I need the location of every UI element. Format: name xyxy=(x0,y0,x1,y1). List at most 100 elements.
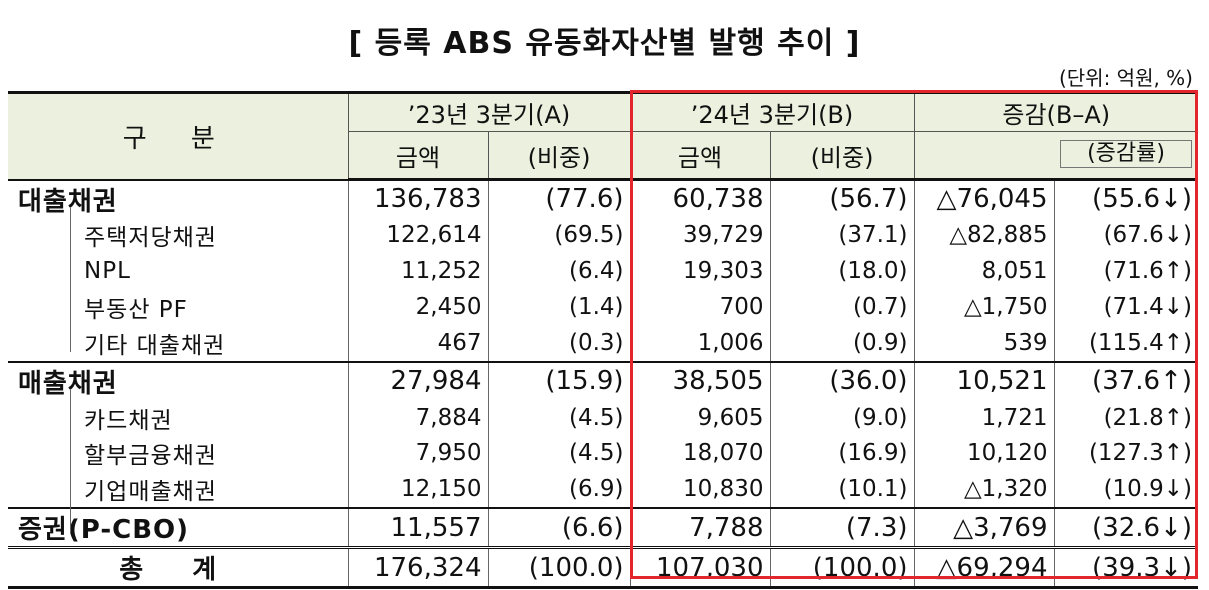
amount-a: 7,950 xyxy=(347,435,489,472)
share-b: (0.7) xyxy=(769,289,915,325)
header-change-blank xyxy=(913,131,1055,181)
diff: △1,320 xyxy=(913,471,1055,509)
unit-note: (단위: 억원, %) xyxy=(1058,66,1193,90)
amount-b: 1,006 xyxy=(629,324,771,362)
amount-a: 176,324 xyxy=(347,546,489,590)
share-a: (77.6) xyxy=(487,178,631,218)
amount-a: 136,783 xyxy=(347,178,489,218)
row-label: 매출채권 xyxy=(8,360,349,400)
diff: △1,750 xyxy=(913,289,1055,325)
share-a: (69.5) xyxy=(487,217,631,254)
row-label: 할부금융채권 xyxy=(8,435,349,472)
diff: 539 xyxy=(913,324,1055,362)
diff: △69,294 xyxy=(913,546,1055,590)
change-rate: (71.4↓) xyxy=(1053,289,1199,325)
amount-a: 7,884 xyxy=(347,399,489,436)
row-label: 기타 대출채권 xyxy=(8,324,349,362)
row-label: NPL xyxy=(8,253,349,290)
header-change-rate-cell: (증감률) xyxy=(1054,131,1199,181)
header-share-b: (비중) xyxy=(769,131,915,181)
row-label: 부동산 PF xyxy=(8,289,349,325)
change-rate: (21.8↑) xyxy=(1053,399,1199,436)
amount-b: 10,830 xyxy=(629,471,771,509)
diff: △3,769 xyxy=(913,507,1055,548)
table-row: 대출채권 136,783 (77.6) 60,738 (56.7) △76,04… xyxy=(8,178,1199,218)
amount-b: 38,505 xyxy=(629,360,771,400)
share-a: (6.4) xyxy=(487,253,631,290)
share-b: (56.7) xyxy=(769,178,915,218)
row-label: 증권(P-CBO) xyxy=(8,507,349,548)
header-amount-b: 금액 xyxy=(629,131,771,181)
diff: 1,721 xyxy=(913,399,1055,436)
share-a: (15.9) xyxy=(487,360,631,400)
abs-issuance-table: 구 분 ’23년 3분기(A) ’24년 3분기(B) 증감(B–A) 금액 (… xyxy=(8,91,1199,590)
change-rate: (39.3↓) xyxy=(1053,546,1199,590)
amount-b: 19,303 xyxy=(629,253,771,290)
share-a: (0.3) xyxy=(487,324,631,362)
table-row: 주택저당채권 122,614 (69.5) 39,729 (37.1) △82,… xyxy=(8,217,1199,254)
share-b: (10.1) xyxy=(769,471,915,509)
table-row: NPL 11,252 (6.4) 19,303 (18.0) 8,051 (71… xyxy=(8,253,1199,290)
header-change-rate: (증감률) xyxy=(1060,140,1193,168)
header-2023-q3: ’23년 3분기(A) xyxy=(347,91,631,132)
total-row: 총 계 176,324 (100.0) 107,030 (100.0) △69,… xyxy=(8,546,1199,590)
amount-b: 18,070 xyxy=(629,435,771,472)
change-rate: (115.4↑) xyxy=(1053,324,1199,362)
share-a: (6.9) xyxy=(487,471,631,509)
share-b: (0.9) xyxy=(769,324,915,362)
change-rate: (67.6↓) xyxy=(1053,217,1199,254)
amount-a: 11,557 xyxy=(347,507,489,548)
share-a: (4.5) xyxy=(487,399,631,436)
amount-a: 2,450 xyxy=(347,289,489,325)
table-row: 부동산 PF 2,450 (1.4) 700 (0.7) △1,750 (71.… xyxy=(8,289,1199,325)
row-label: 총 계 xyxy=(8,546,349,590)
share-b: (9.0) xyxy=(769,399,915,436)
diff: △76,045 xyxy=(913,178,1055,218)
indent-divider-loans xyxy=(70,208,71,352)
table-row: 카드채권 7,884 (4.5) 9,605 (9.0) 1,721 (21.8… xyxy=(8,399,1199,436)
diff: 10,521 xyxy=(913,360,1055,400)
share-b: (36.0) xyxy=(769,360,915,400)
amount-a: 12,150 xyxy=(347,471,489,509)
header-share-a: (비중) xyxy=(487,131,631,181)
indent-divider-receivables xyxy=(70,390,71,534)
change-rate: (32.6↓) xyxy=(1053,507,1199,548)
table-title: [ 등록 ABS 유동화자산별 발행 추이 ] xyxy=(348,26,861,61)
share-a: (100.0) xyxy=(487,546,631,590)
row-label: 카드채권 xyxy=(8,399,349,436)
share-b: (16.9) xyxy=(769,435,915,472)
change-rate: (71.6↑) xyxy=(1053,253,1199,290)
table-row: 할부금융채권 7,950 (4.5) 18,070 (16.9) 10,120 … xyxy=(8,435,1199,472)
amount-b: 9,605 xyxy=(629,399,771,436)
share-b: (37.1) xyxy=(769,217,915,254)
amount-a: 122,614 xyxy=(347,217,489,254)
amount-a: 11,252 xyxy=(347,253,489,290)
amount-b: 60,738 xyxy=(629,178,771,218)
share-b: (18.0) xyxy=(769,253,915,290)
amount-a: 467 xyxy=(347,324,489,362)
share-a: (1.4) xyxy=(487,289,631,325)
share-a: (4.5) xyxy=(487,435,631,472)
header-amount-a: 금액 xyxy=(347,131,489,181)
table-row: 기업매출채권 12,150 (6.9) 10,830 (10.1) △1,320… xyxy=(8,471,1199,509)
table-row: 증권(P-CBO) 11,557 (6.6) 7,788 (7.3) △3,76… xyxy=(8,507,1199,548)
diff: 10,120 xyxy=(913,435,1055,472)
change-rate: (10.9↓) xyxy=(1053,471,1199,509)
change-rate: (37.6↑) xyxy=(1053,360,1199,400)
change-rate: (127.3↑) xyxy=(1053,435,1199,472)
table-row: 매출채권 27,984 (15.9) 38,505 (36.0) 10,521 … xyxy=(8,360,1199,400)
row-label: 주택저당채권 xyxy=(8,217,349,254)
header-gubun: 구 분 xyxy=(8,91,349,180)
share-a: (6.6) xyxy=(487,507,631,548)
amount-b: 700 xyxy=(629,289,771,325)
header-change: 증감(B–A) xyxy=(913,91,1199,132)
amount-b: 7,788 xyxy=(629,507,771,548)
change-rate: (55.6↓) xyxy=(1053,178,1199,218)
table-row: 기타 대출채권 467 (0.3) 1,006 (0.9) 539 (115.4… xyxy=(8,324,1199,362)
amount-b: 107,030 xyxy=(629,546,771,590)
row-label: 기업매출채권 xyxy=(8,471,349,509)
diff: 8,051 xyxy=(913,253,1055,290)
diff: △82,885 xyxy=(913,217,1055,254)
header-2024-q3: ’24년 3분기(B) xyxy=(629,91,915,132)
amount-b: 39,729 xyxy=(629,217,771,254)
